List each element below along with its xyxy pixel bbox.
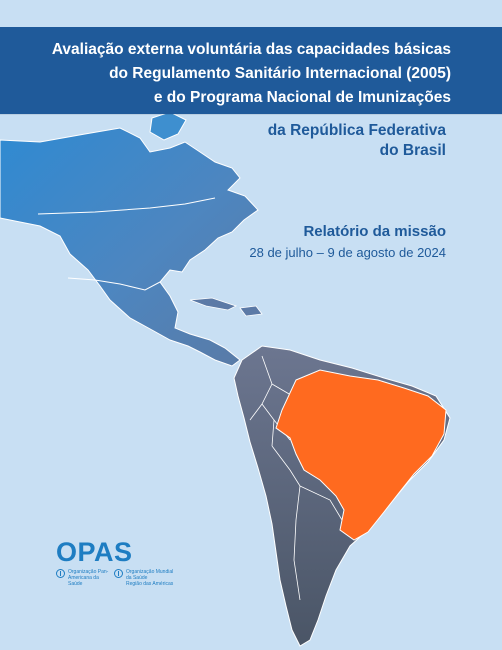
title-line-1: Avaliação externa voluntária das capacid… (51, 41, 451, 58)
title-line-2: do Regulamento Sanitário Internacional (… (109, 65, 451, 82)
mission-label: Relatório da missão (303, 223, 446, 240)
logo-org-right: Organização Mundial da Saúde Região das … (126, 569, 174, 587)
opas-logo: OPAS Organização Pan-Americana da Saúde … (56, 537, 173, 588)
brasil-shape (275, 369, 447, 541)
logo-org-left: Organização Pan-Americana da Saúde (68, 569, 109, 587)
country-line-2: do Brasil (379, 142, 446, 159)
greenland-shape (149, 111, 187, 141)
logo-org-right-name: Organização Mundial da Saúde (126, 569, 174, 581)
title-banner (0, 27, 502, 114)
report-title: Avaliação externa voluntária das capacid… (52, 38, 451, 110)
paho-emblem-icon (56, 569, 65, 578)
mission-dates: 28 de julho – 9 de agosto de 2024 (249, 245, 446, 260)
country-line-1: da República Federativa (267, 122, 446, 139)
title-line-3: e do Programa Nacional de Imunizações (153, 89, 451, 106)
logo-org-right-region: Região das Américas (126, 581, 174, 587)
who-emblem-icon (114, 569, 123, 578)
canada-us-border (37, 197, 216, 215)
country-name: da República Federativa do Brasil (268, 121, 446, 161)
logo-acronym: OPAS (56, 537, 133, 567)
north-america-shape (0, 127, 259, 367)
hispaniola-shape (239, 305, 263, 317)
us-mexico-border (67, 277, 161, 291)
cuba-shape (189, 297, 238, 311)
